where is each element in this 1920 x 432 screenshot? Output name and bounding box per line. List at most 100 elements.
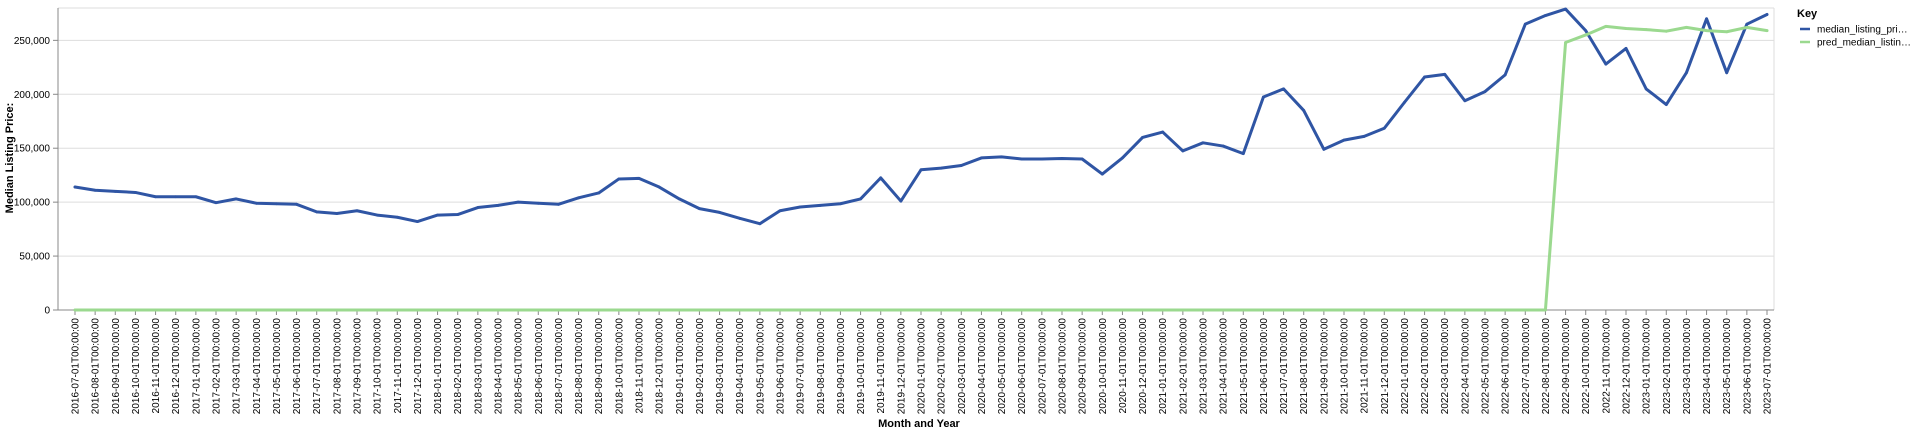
data-point-s2 (939, 308, 943, 312)
x-tick-label: 2019-03-01T00:00:00 (715, 318, 726, 415)
data-point-s1 (174, 195, 178, 199)
data-point-s2 (597, 308, 601, 312)
data-point-s2 (1705, 29, 1708, 33)
x-tick-label: 2020-07-01T00:00:00 (1037, 318, 1048, 415)
data-point-s1 (1241, 152, 1245, 156)
x-tick-label: 2023-06-01T00:00:00 (1742, 318, 1753, 415)
data-point-s2 (1503, 308, 1507, 312)
data-point-s1 (1705, 17, 1708, 21)
data-point-s1 (335, 212, 339, 215)
x-tick-label: 2021-06-01T00:00:00 (1259, 318, 1270, 415)
x-tick-label: 2020-12-01T00:00:00 (1138, 318, 1149, 415)
data-point-s2 (798, 308, 802, 312)
data-point-s1 (1100, 172, 1104, 176)
data-point-s1 (395, 215, 399, 219)
x-tick-label: 2023-04-01T00:00:00 (1702, 318, 1713, 415)
y-tick-label: 50,000 (19, 252, 50, 263)
y-axis-title: Median Listing Price: (4, 103, 16, 214)
data-point-s2 (275, 308, 278, 312)
data-point-s2 (536, 308, 540, 312)
data-point-s2 (818, 308, 822, 312)
x-tick-label: 2021-02-01T00:00:00 (1178, 318, 1189, 415)
data-point-s1 (919, 168, 923, 172)
data-point-s1 (1282, 87, 1285, 91)
data-point-s2 (516, 308, 520, 312)
data-point-s2 (73, 308, 77, 312)
data-point-s1 (1201, 141, 1205, 145)
data-point-s2 (1423, 308, 1426, 312)
data-point-s1 (778, 209, 782, 213)
x-tick-label: 2022-03-01T00:00:00 (1440, 318, 1451, 415)
data-point-s2 (436, 308, 439, 312)
data-point-s1 (1040, 157, 1044, 161)
data-point-s1 (1342, 138, 1346, 142)
x-tick-label: 2021-12-01T00:00:00 (1380, 318, 1391, 415)
x-tick-label: 2019-06-01T00:00:00 (776, 318, 787, 415)
x-tick-label: 2019-01-01T00:00:00 (675, 318, 686, 415)
x-axis: 2016-07-01T00:00:00 2016-08-01T00:00:00 20… (58, 309, 1774, 415)
data-point-s1 (1443, 72, 1447, 76)
data-point-s2 (738, 308, 742, 312)
data-point-s2 (254, 308, 258, 312)
data-point-s2 (718, 308, 721, 312)
x-tick-label: 2018-10-01T00:00:00 (614, 318, 625, 415)
data-point-s2 (1644, 28, 1648, 31)
x-tick-label: 2019-09-01T00:00:00 (836, 318, 847, 415)
data-point-s1 (315, 210, 319, 214)
data-point-s2 (113, 308, 117, 312)
x-tick-label: 2021-04-01T00:00:00 (1219, 318, 1230, 415)
gridlines (58, 7, 1775, 311)
data-point-s1 (1362, 134, 1366, 138)
x-tick-label: 2020-11-01T00:00:00 (1118, 318, 1129, 414)
data-point-s1 (154, 195, 157, 199)
data-point-s2 (355, 308, 359, 312)
data-point-s2 (1040, 308, 1044, 312)
data-point-s2 (335, 308, 339, 312)
x-tick-label: 2019-08-01T00:00:00 (816, 318, 827, 415)
data-point-s1 (798, 205, 802, 209)
data-point-s1 (375, 213, 379, 217)
data-point-s1 (355, 209, 359, 213)
data-point-s1 (1262, 95, 1265, 99)
data-point-s1 (1141, 136, 1144, 139)
data-point-s1 (416, 220, 419, 223)
data-point-s1 (1584, 29, 1588, 33)
x-tick-label: 2020-01-01T00:00:00 (917, 318, 928, 415)
data-point-s2 (1080, 308, 1084, 312)
data-point-s1 (859, 197, 862, 201)
x-tick-label: 2022-08-01T00:00:00 (1541, 318, 1552, 415)
x-axis-title: Month and Year (878, 418, 960, 430)
data-point-s1 (476, 206, 480, 209)
data-point-s1 (1060, 157, 1064, 160)
data-point-s2 (1564, 41, 1567, 44)
x-tick-label: 2018-01-01T00:00:00 (433, 318, 444, 415)
data-point-s2 (919, 308, 923, 312)
data-point-s2 (899, 308, 903, 312)
x-tick-label: 2017-11-01T00:00:00 (393, 318, 404, 414)
data-point-s1 (1322, 147, 1326, 151)
data-point-s1 (1765, 13, 1769, 16)
x-tick-label: 2016-09-01T00:00:00 (111, 318, 122, 415)
data-point-s2 (194, 308, 198, 312)
x-tick-label: 2021-11-01T00:00:00 (1360, 318, 1371, 414)
data-point-s2 (778, 308, 782, 312)
data-point-s1 (839, 202, 842, 206)
data-point-s2 (1100, 308, 1104, 312)
data-point-s1 (1161, 130, 1165, 134)
data-point-s1 (1080, 157, 1084, 161)
data-point-s1 (879, 176, 883, 180)
x-tick-label: 2019-11-01T00:00:00 (876, 318, 887, 414)
data-point-s1 (818, 203, 822, 207)
data-point-s2 (1181, 308, 1185, 312)
x-tick-label: 2017-12-01T00:00:00 (413, 318, 424, 415)
data-point-s1 (113, 189, 117, 193)
data-point-s1 (73, 185, 77, 189)
data-point-s1 (1564, 7, 1567, 11)
x-tick-label: 2016-08-01T00:00:00 (91, 318, 102, 415)
x-tick-label: 2019-04-01T00:00:00 (735, 318, 746, 415)
data-point-s2 (416, 308, 419, 312)
data-point-s2 (1403, 308, 1406, 312)
data-point-s2 (1302, 308, 1306, 312)
x-tick-label: 2022-10-01T00:00:00 (1581, 318, 1592, 415)
